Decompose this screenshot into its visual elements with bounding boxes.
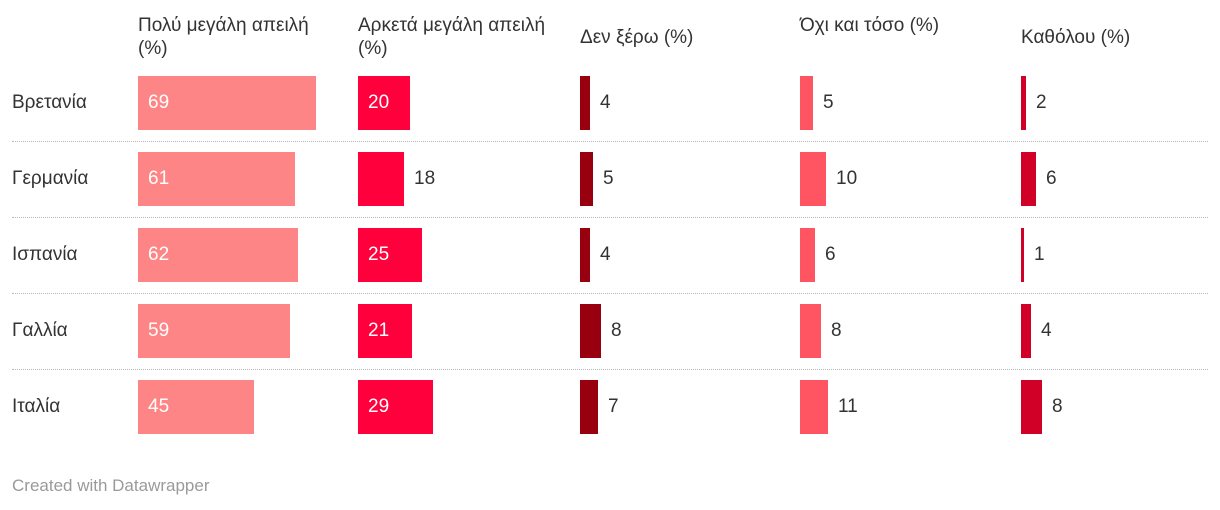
value-label-very-big-threat: 62 [148, 244, 170, 265]
bar-quite-big-threat [358, 152, 404, 206]
bar-very-big-threat [138, 152, 295, 206]
bar-not-so-much [800, 152, 826, 206]
row-label: Γαλλία [12, 320, 68, 341]
row-separator [12, 217, 1208, 218]
row-separator [12, 141, 1208, 142]
value-label-not-at-all: 6 [1046, 168, 1057, 189]
value-label-not-so-much: 10 [836, 168, 858, 189]
value-label-quite-big-threat: 21 [368, 320, 390, 341]
value-label-not-at-all: 1 [1034, 244, 1045, 265]
value-label-dont-know: 4 [600, 92, 611, 113]
bar-very-big-threat [138, 76, 316, 130]
row-label: Βρετανία [12, 92, 87, 113]
bar-not-so-much [800, 76, 813, 130]
value-label-dont-know: 8 [611, 320, 622, 341]
bar-not-at-all [1021, 152, 1036, 206]
bar-dont-know [580, 76, 590, 130]
bar-dont-know [580, 152, 593, 206]
bar-quite-big-threat [358, 380, 433, 434]
footer-credit[interactable]: Created with Datawrapper [12, 476, 210, 495]
value-label-very-big-threat: 45 [148, 396, 170, 417]
value-label-not-at-all: 2 [1036, 92, 1047, 113]
row-label: Ιταλία [12, 396, 61, 417]
bar-not-so-much [800, 380, 828, 434]
bar-very-big-threat [138, 304, 290, 358]
column-header-quite-big-threat: Αρκετά μεγάλη απειλή (%) [358, 15, 546, 59]
bar-not-so-much [800, 228, 815, 282]
column-header-very-big-threat: Πολύ μεγάλη απειλή (%) [138, 15, 309, 59]
value-label-quite-big-threat: 29 [368, 396, 390, 417]
bar-very-big-threat [138, 228, 298, 282]
value-label-not-at-all: 8 [1052, 396, 1063, 417]
row-separator [12, 293, 1208, 294]
bar-dont-know [580, 380, 598, 434]
bar-not-at-all [1021, 76, 1026, 130]
value-label-very-big-threat: 59 [148, 320, 170, 341]
bar-dont-know [580, 304, 601, 358]
value-label-dont-know: 5 [603, 168, 614, 189]
value-label-very-big-threat: 61 [148, 168, 170, 189]
value-label-quite-big-threat: 20 [368, 92, 390, 113]
bar-very-big-threat [138, 380, 254, 434]
column-header-dont-know: Δεν ξέρω (%) [580, 27, 694, 48]
value-label-not-so-much: 5 [823, 92, 834, 113]
value-label-dont-know: 4 [600, 244, 611, 265]
row-separator [12, 369, 1208, 370]
value-label-not-so-much: 11 [838, 396, 858, 417]
value-label-quite-big-threat: 18 [414, 168, 436, 189]
value-label-not-so-much: 6 [825, 244, 836, 265]
bar-not-at-all [1021, 380, 1042, 434]
bar-not-at-all [1021, 304, 1031, 358]
value-label-very-big-threat: 69 [148, 92, 170, 113]
bar-dont-know [580, 228, 590, 282]
value-label-dont-know: 7 [608, 396, 619, 417]
column-header-not-so-much: Όχι και τόσο (%) [800, 15, 940, 36]
column-header-not-at-all: Καθόλου (%) [1021, 27, 1131, 48]
bar-quite-big-threat [358, 304, 412, 358]
value-label-quite-big-threat: 25 [368, 244, 390, 265]
bar-quite-big-threat [358, 228, 422, 282]
bar-not-so-much [800, 304, 821, 358]
row-label: Ισπανία [12, 244, 78, 265]
value-label-not-at-all: 4 [1041, 320, 1052, 341]
bar-not-at-all [1021, 228, 1024, 282]
row-label: Γερμανία [12, 168, 89, 189]
value-label-not-so-much: 8 [831, 320, 842, 341]
bar-quite-big-threat [358, 76, 410, 130]
